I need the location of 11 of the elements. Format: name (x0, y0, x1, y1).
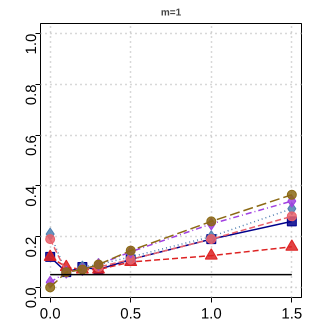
y-tick-label: 1.0 (23, 34, 40, 54)
chart-title: m=1 (160, 8, 182, 18)
y-tick-label: 0.0 (23, 287, 40, 308)
y-tick-label: 0.6 (23, 135, 40, 156)
x-tick-label: 0.5 (120, 306, 142, 322)
x-tick-label: 1.5 (281, 306, 302, 322)
y-tick-label: 0.4 (23, 186, 40, 207)
y-tick-label: 0.8 (23, 84, 40, 106)
x-tick-label: 0.0 (40, 306, 61, 322)
x-tick-label: 1.0 (200, 306, 222, 322)
y-tick-label: 0.2 (23, 236, 40, 258)
